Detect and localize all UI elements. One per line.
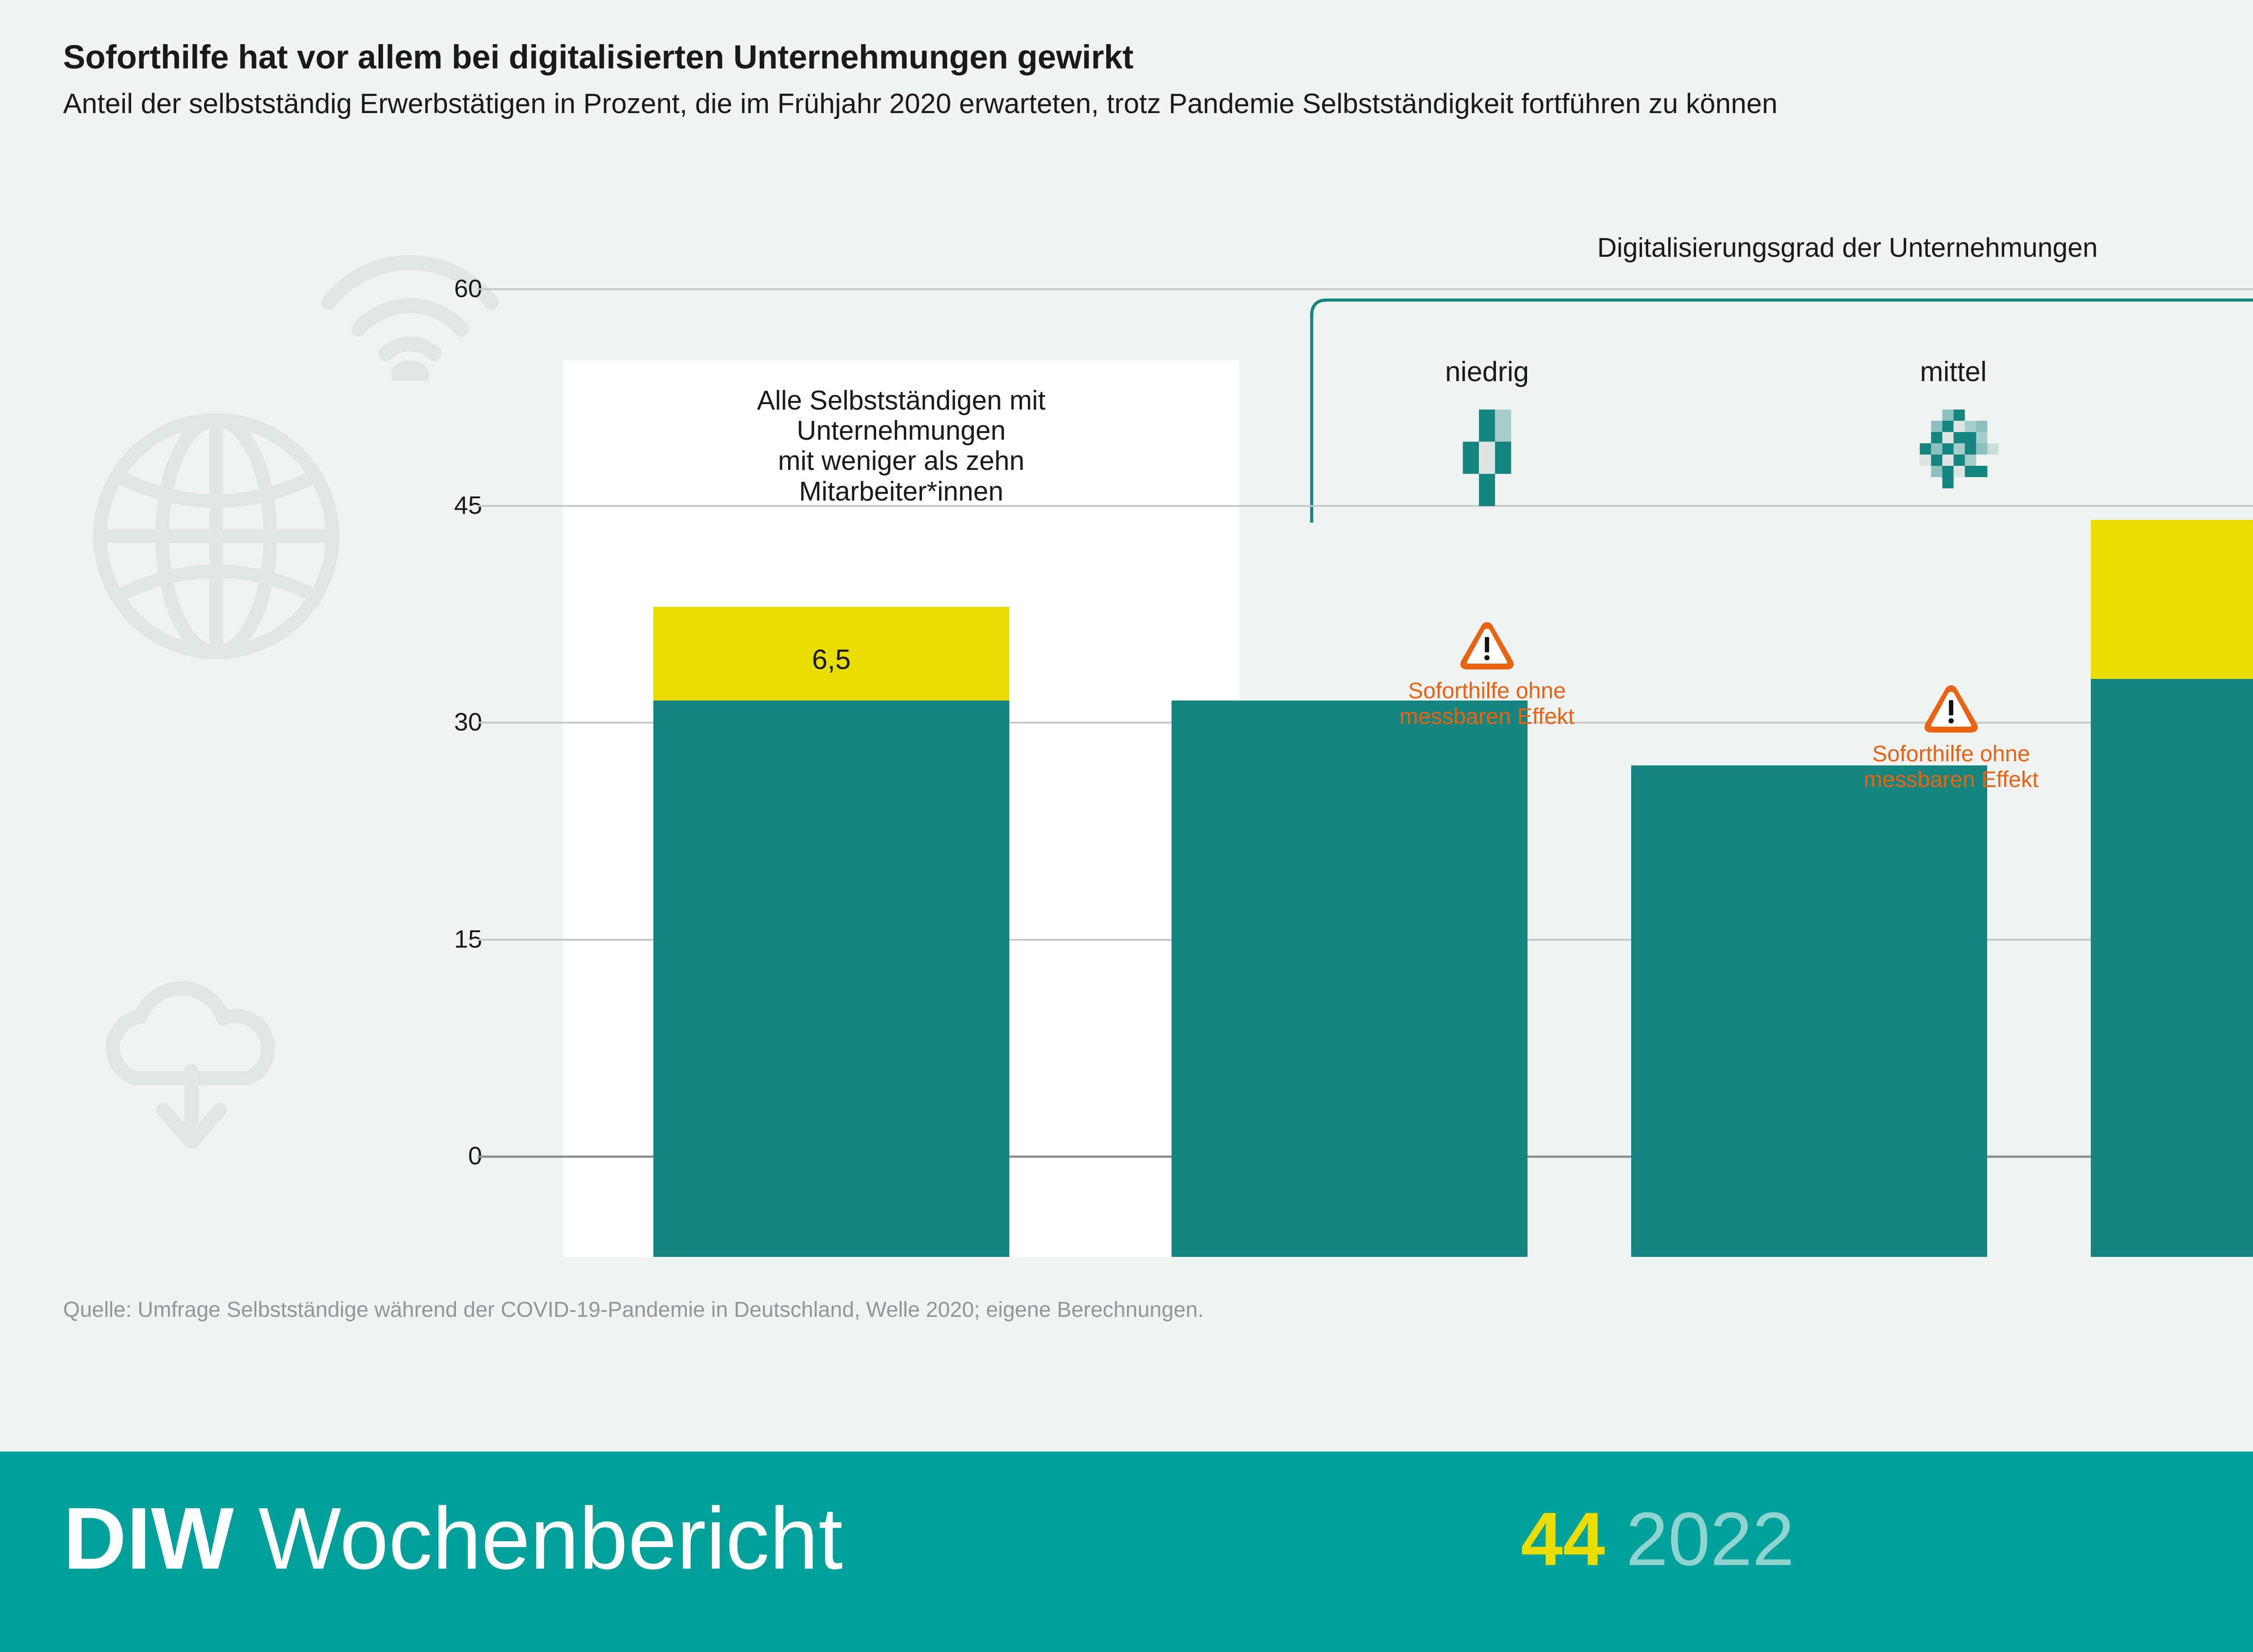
globe-icon <box>81 401 351 671</box>
bar-segment-teal[interactable] <box>653 701 1009 1257</box>
issue-number: 44 <box>1521 1497 1605 1581</box>
bar-group-all[interactable]: 6,5 <box>653 390 1009 1257</box>
bar-segment-yellow[interactable] <box>653 607 1009 701</box>
footer-brand-wochenbericht: Wochenbericht <box>258 1489 843 1588</box>
annotation-text-niedrig: Soforthilfe ohne messbaren Effekt <box>1399 678 1575 729</box>
y-tick-label-60: 60 <box>454 274 482 303</box>
bar-segment-teal[interactable] <box>1631 765 1987 1257</box>
warning-triangle-icon <box>1460 622 1514 669</box>
gridline-45 <box>478 505 2253 507</box>
category-head-mittel: mittel <box>1796 356 2111 522</box>
category-head-niedrig: niedrig <box>1329 356 1645 522</box>
pixel-mosaic-mid-icon <box>1920 410 1998 488</box>
issue-year: 2022 <box>1626 1497 1795 1581</box>
footer-brand-diw: DIW <box>63 1489 234 1588</box>
header: Soforthilfe hat vor allem bei digitalisi… <box>63 41 2253 118</box>
annotation-mittel: Soforthilfe ohne messbaren Effekt <box>1766 685 2136 792</box>
y-tick-label-0: 0 <box>468 1141 482 1170</box>
category-label-niedrig: niedrig <box>1445 356 1529 387</box>
category-label-mittel: mittel <box>1920 356 1987 387</box>
bar-segment-yellow[interactable] <box>2091 520 2253 679</box>
bar-value-label: 6,5 <box>812 644 851 675</box>
gridline-60 <box>478 288 2253 290</box>
bar-segment-teal[interactable] <box>2091 679 2253 1257</box>
first-bar-caption: Alle Selbstständigen mit Unternehmungen mi… <box>757 385 1046 506</box>
annotation-text-mittel: Soforthilfe ohne messbaren Effekt <box>1863 741 2039 792</box>
pixel-mosaic-low-icon <box>1463 410 1511 506</box>
bar-group-hoch[interactable]: 11 <box>2091 390 2253 1257</box>
y-axis: 60 45 30 15 0 <box>388 274 504 1257</box>
footer-bar: DIW Wochenbericht 44 2022 DIW BERLIN <box>0 1452 2253 1652</box>
y-tick-label-15: 15 <box>454 924 482 953</box>
page-subtitle: Anteil der selbstständig Erwerbstätigen … <box>63 88 1778 119</box>
bar-group-niedrig[interactable] <box>1172 390 1528 1257</box>
chart-plot-area: 6,5 11 <box>478 288 2253 1257</box>
footer-issue: 44 2022 <box>1521 1501 1794 1577</box>
y-tick-label-30: 30 <box>454 707 482 736</box>
bar-value-label: 11 <box>2091 590 2253 622</box>
group-bracket <box>1309 297 2253 523</box>
y-tick-label-45: 45 <box>454 491 482 519</box>
footer-brand: DIW Wochenbericht <box>63 1495 843 1583</box>
group-header-label: Digitalisierungsgrad der Unternehmungen <box>1597 232 2098 263</box>
page-title: Soforthilfe hat vor allem bei digitalisi… <box>63 38 1134 76</box>
warning-triangle-icon <box>1925 685 1978 733</box>
source-note: Quelle: Umfrage Selbstständige während d… <box>63 1298 1204 1322</box>
annotation-niedrig: Soforthilfe ohne messbaren Effekt <box>1302 622 1672 729</box>
bar-segment-teal[interactable] <box>1172 701 1528 1257</box>
bar-group-mittel[interactable] <box>1631 390 1987 1257</box>
cloud-download-icon <box>86 978 297 1158</box>
